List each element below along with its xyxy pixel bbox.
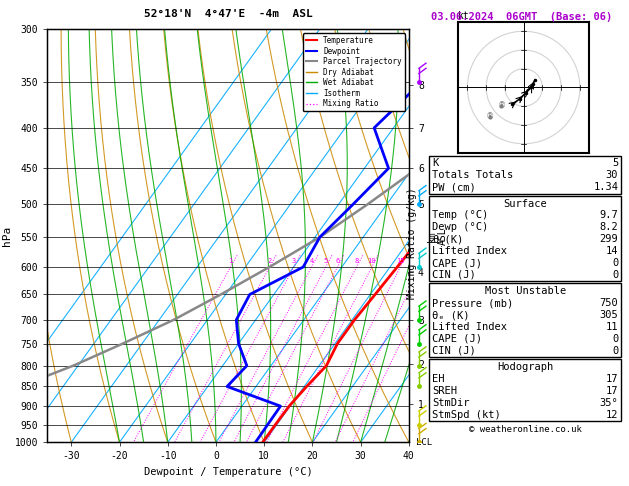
Text: 3: 3 xyxy=(292,258,296,263)
Text: 17: 17 xyxy=(606,386,618,396)
Text: EH: EH xyxy=(432,374,445,384)
Text: Hodograph: Hodograph xyxy=(497,362,554,372)
Text: Most Unstable: Most Unstable xyxy=(484,286,566,296)
Text: θₑ(K): θₑ(K) xyxy=(432,234,464,244)
Text: StmSpd (kt): StmSpd (kt) xyxy=(432,410,501,420)
Text: 5: 5 xyxy=(323,258,328,263)
Text: 9.7: 9.7 xyxy=(599,210,618,221)
Text: Dewp (°C): Dewp (°C) xyxy=(432,222,488,232)
Text: ®: ® xyxy=(498,101,506,110)
Legend: Temperature, Dewpoint, Parcel Trajectory, Dry Adiabat, Wet Adiabat, Isotherm, Mi: Temperature, Dewpoint, Parcel Trajectory… xyxy=(303,33,405,111)
Text: LCL: LCL xyxy=(416,438,432,447)
Text: 6: 6 xyxy=(335,258,340,263)
Text: Lifted Index: Lifted Index xyxy=(432,322,507,332)
Text: CAPE (J): CAPE (J) xyxy=(432,334,482,344)
Text: CIN (J): CIN (J) xyxy=(432,346,476,356)
Text: 03.06.2024  06GMT  (Base: 06): 03.06.2024 06GMT (Base: 06) xyxy=(431,12,612,22)
Text: 12: 12 xyxy=(606,410,618,420)
Text: Totals Totals: Totals Totals xyxy=(432,170,513,180)
Text: 52°18'N  4°47'E  -4m  ASL: 52°18'N 4°47'E -4m ASL xyxy=(143,9,313,19)
Text: ®: ® xyxy=(486,112,494,122)
Text: 30: 30 xyxy=(606,170,618,180)
Text: SREH: SREH xyxy=(432,386,457,396)
Text: CIN (J): CIN (J) xyxy=(432,270,476,280)
Text: 305: 305 xyxy=(599,310,618,320)
Text: 17: 17 xyxy=(606,374,618,384)
Text: Lifted Index: Lifted Index xyxy=(432,246,507,256)
Text: 1.34: 1.34 xyxy=(593,182,618,192)
Text: Surface: Surface xyxy=(503,198,547,208)
Text: 11: 11 xyxy=(606,322,618,332)
Text: Temp (°C): Temp (°C) xyxy=(432,210,488,221)
Text: 1: 1 xyxy=(228,258,233,263)
Text: Mixing Ratio (g/kg): Mixing Ratio (g/kg) xyxy=(407,187,417,299)
Text: 8: 8 xyxy=(355,258,359,263)
Text: θₑ (K): θₑ (K) xyxy=(432,310,470,320)
Text: 35°: 35° xyxy=(599,398,618,408)
Y-axis label: hPa: hPa xyxy=(2,226,12,246)
Text: 10: 10 xyxy=(367,258,376,263)
Text: 5: 5 xyxy=(612,158,618,169)
Text: 2: 2 xyxy=(267,258,272,263)
Text: © weatheronline.co.uk: © weatheronline.co.uk xyxy=(469,425,582,434)
Text: PW (cm): PW (cm) xyxy=(432,182,476,192)
Text: 0: 0 xyxy=(612,346,618,356)
Text: Pressure (mb): Pressure (mb) xyxy=(432,298,513,308)
X-axis label: Dewpoint / Temperature (°C): Dewpoint / Temperature (°C) xyxy=(143,467,313,477)
Text: 8.2: 8.2 xyxy=(599,222,618,232)
Y-axis label: km
ASL: km ASL xyxy=(426,227,448,244)
Text: 15: 15 xyxy=(396,258,404,263)
Text: 0: 0 xyxy=(612,270,618,280)
Text: K: K xyxy=(432,158,438,169)
Text: 14: 14 xyxy=(606,246,618,256)
Text: 299: 299 xyxy=(599,234,618,244)
Text: 750: 750 xyxy=(599,298,618,308)
Text: CAPE (J): CAPE (J) xyxy=(432,258,482,268)
Text: 4: 4 xyxy=(309,258,314,263)
Text: StmDir: StmDir xyxy=(432,398,470,408)
Text: kt: kt xyxy=(458,11,470,21)
Text: 0: 0 xyxy=(612,334,618,344)
Text: 0: 0 xyxy=(612,258,618,268)
